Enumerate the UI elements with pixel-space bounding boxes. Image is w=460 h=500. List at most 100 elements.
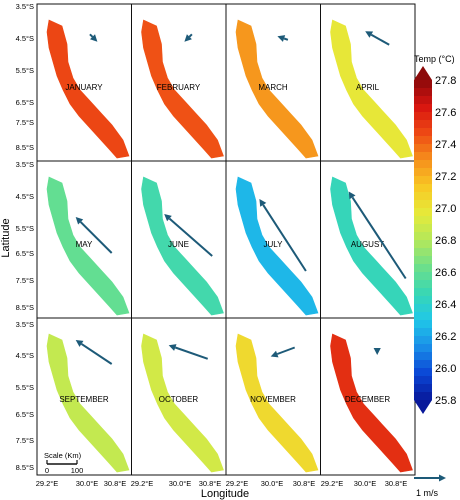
colorbar-segment: [414, 192, 432, 201]
colorbar-segment: [414, 232, 432, 241]
month-label: NOVEMBER: [250, 395, 296, 404]
lake-shape: [46, 19, 130, 159]
map-panel-march: MARCH: [225, 3, 321, 162]
colorbar-tick-label: 27.6: [435, 107, 456, 119]
lat-tick: 6.5°S: [16, 410, 34, 419]
lake-shape: [235, 333, 319, 473]
lon-tick: 30.0°E: [354, 479, 377, 488]
lat-tick: 8.5°S: [16, 303, 34, 312]
wind-vector-head: [259, 199, 267, 207]
colorbar-segment: [414, 96, 432, 105]
map-panel-may: MAY: [36, 160, 132, 319]
lat-tick: 7.5°S: [16, 436, 34, 445]
wind-vector-shaft: [89, 33, 94, 38]
lon-tick: 29.2°E: [226, 479, 249, 488]
x-axis-title: Longitude: [201, 488, 249, 500]
colorbar-segment: [414, 128, 432, 137]
lat-tick: 5.5°S: [16, 224, 34, 233]
month-label: JANUARY: [65, 83, 103, 92]
lat-ticks-row3: 3.5°S 4.5°S 5.5°S 6.5°S 7.5°S 8.5°S: [16, 320, 34, 472]
wind-vector-shaft: [276, 346, 296, 355]
wind-vector-head: [270, 350, 279, 358]
lake-shape: [330, 19, 413, 159]
lat-ticks-row2: 3.5°S 4.5°S 5.5°S 6.5°S 7.5°S 8.5°S: [16, 160, 34, 312]
wind-vector-shaft: [188, 33, 193, 38]
scale-title: Scale (Km): [44, 451, 82, 460]
colorbar-segment: [414, 88, 432, 97]
colorbar-segment: [414, 304, 432, 313]
map-panel-august: AUGUST: [320, 160, 416, 319]
map-panel-june: JUNE: [131, 160, 227, 319]
colorbar-segment: [414, 336, 432, 345]
month-label: JUNE: [168, 240, 189, 249]
lon-ticks: 29.2°E 30.0°E 30.8°E 29.2°E 30.0°E 30.8°…: [36, 479, 408, 488]
colorbar-segment: [414, 296, 432, 305]
lat-tick: 7.5°S: [16, 118, 34, 127]
scale-label: 100: [71, 466, 84, 475]
colorbar-tick-label: 26.8: [435, 235, 456, 247]
month-label: JULY: [264, 240, 284, 249]
month-label: DECEMBER: [345, 395, 391, 404]
colorbar-tick-label: 26.2: [435, 331, 456, 343]
lat-tick: 4.5°S: [16, 351, 34, 360]
colorbar-segment: [414, 248, 432, 257]
wind-vector-head: [365, 31, 374, 38]
wind-vector-shaft: [351, 196, 407, 280]
colorbar-segment: [414, 280, 432, 289]
lat-tick: 8.5°S: [16, 463, 34, 472]
colorbar-segment: [414, 264, 432, 273]
lat-tick: 5.5°S: [16, 66, 34, 75]
month-label: APRIL: [356, 83, 380, 92]
colorbar-segment: [414, 256, 432, 265]
lon-tick: 30.0°E: [261, 479, 284, 488]
map-panels: JANUARY FEBRUARY MARCH APRIL MAY JUNE JULY AUGU…: [36, 3, 416, 476]
colorbar-segment: [414, 240, 432, 249]
colorbar-segment: [414, 120, 432, 129]
colorbar-tick-label: 27.0: [435, 203, 456, 215]
lon-tick: 29.2°E: [131, 479, 154, 488]
colorbar-tick-label: 26.0: [435, 363, 456, 375]
map-panel-december: DECEMBER: [320, 317, 416, 476]
colorbar-tick-label: 26.4: [435, 299, 456, 311]
month-label: FEBRUARY: [157, 83, 201, 92]
lake-shape: [141, 19, 224, 159]
wind-vector-shaft: [283, 37, 289, 41]
lat-tick: 3.5°S: [16, 160, 34, 169]
month-label: MARCH: [258, 83, 288, 92]
lat-tick: 4.5°S: [16, 34, 34, 43]
wind-vector-head: [277, 35, 286, 42]
colorbar-segment: [414, 392, 432, 401]
map-panel-april: APRIL: [320, 3, 416, 162]
colorbar-segment: [414, 312, 432, 321]
lake-shape: [235, 176, 319, 316]
colorbar-segment: [414, 200, 432, 209]
map-panel-september: SEPTEMBER: [36, 317, 132, 476]
lon-tick: 30.8°E: [199, 479, 222, 488]
colorbar-segment: [414, 208, 432, 217]
lat-tick: 6.5°S: [16, 249, 34, 258]
colorbar-segment: [414, 344, 432, 353]
colorbar-tick-label: 27.4: [435, 139, 456, 151]
colorbar-segment: [414, 320, 432, 329]
colorbar-segment: [414, 168, 432, 177]
colorbar-segment: [414, 384, 432, 393]
vector-legend-label: 1 m/s: [416, 488, 439, 498]
wind-vector-head: [373, 348, 381, 355]
y-axis-title: Latitude: [0, 218, 12, 257]
colorbar-tick-label: 26.6: [435, 267, 456, 279]
map-panel-february: FEBRUARY: [131, 3, 227, 162]
lat-tick: 5.5°S: [16, 383, 34, 392]
lon-tick: 30.0°E: [169, 479, 192, 488]
scale-bar: Scale (Km) 0 100: [44, 451, 83, 475]
wind-vector-shaft: [174, 346, 209, 360]
colorbar-segment: [414, 160, 432, 169]
lat-tick: 8.5°S: [16, 143, 34, 152]
map-panel-july: JULY: [225, 160, 321, 319]
scale-label: 0: [45, 466, 49, 475]
colorbar-segment: [414, 184, 432, 193]
wind-vector-head: [184, 34, 192, 42]
lake-shape: [330, 176, 413, 316]
colorbar-segment: [414, 136, 432, 145]
wind-vector-shaft: [370, 33, 390, 46]
